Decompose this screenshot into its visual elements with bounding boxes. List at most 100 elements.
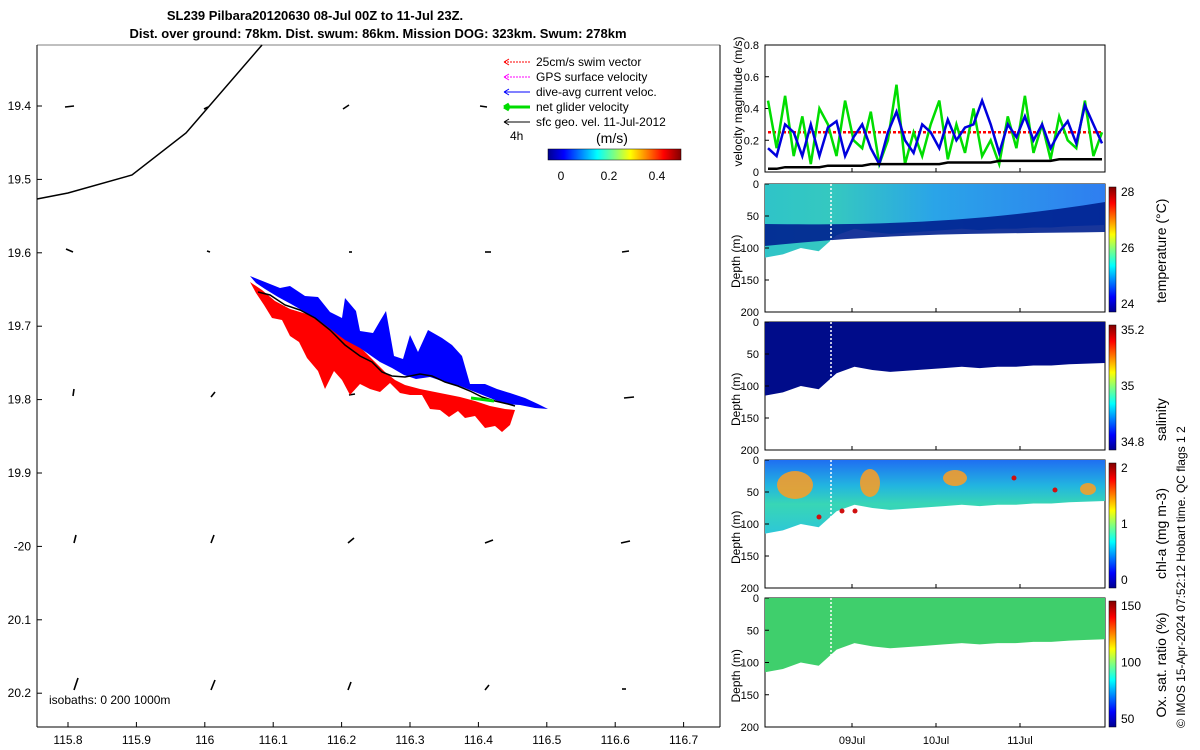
section-y-tick-label: 150 [741,551,759,563]
section-y-tick-label: 50 [747,211,759,223]
section-colorbar-label: salinity [1153,398,1169,441]
map-colorbar-tick: 0 [558,169,565,183]
figure-title-line2: Dist. over ground: 78km. Dist. swum: 86k… [129,26,626,41]
section-colorbar-tick: 35 [1121,379,1135,393]
map-y-tick-label: -20 [14,539,32,553]
chl-point [1011,475,1017,481]
chl-point [816,514,822,520]
legend-label: dive-avg current veloc. [536,85,657,99]
section-colorbar-tick: 24 [1121,297,1135,311]
legend-label: GPS surface velocity [536,70,647,84]
velocity-series-line [768,158,1102,171]
section-colorbar-tick: 150 [1121,599,1141,613]
day-tick-label: 11Jul [1007,735,1032,747]
legend-label: net glider velocity [536,100,629,114]
section-field [765,460,1105,534]
glider-track-line [257,291,516,407]
legend-label: sfc geo. vel. 11-Jul-2012 [536,115,666,129]
map-x-tick-label: 116 [195,733,214,747]
map-x-tick-label: 116.6 [601,733,630,747]
map-colorbar [547,148,682,161]
velocity-y-tick-label: 0.8 [744,40,759,52]
legend-arrowhead [503,118,510,126]
velocity-series-line [766,84,1104,170]
section-y-tick-label: 100 [741,519,759,531]
map-y-tick-label: 20.2 [8,686,32,700]
dive-avg-current-field [250,276,548,409]
copyright-text: © IMOS 15-Apr-2024 07:52:12 Hobart time.… [1174,426,1188,728]
section-y-tick-label: 0 [753,593,759,605]
section-colorbar [1108,186,1117,313]
section-thermocline [765,202,1105,246]
map-x-tick-label: 116.1 [259,733,288,747]
velocity-axes-box [764,44,1106,173]
velocity-y-tick-label: 0.6 [744,72,759,84]
section-y-tick-label: 0 [753,317,759,329]
map-y-tick-label: 19.6 [8,246,32,260]
legend-arrowhead [503,88,510,96]
map-y-tick-label: 19.4 [8,99,32,113]
section-chart-1: 0 50 100 150 200 Depth (m) 28 26 24 temperature (… [729,179,1169,319]
chl-point [852,508,858,514]
section-y-tick-label: 50 [747,487,759,499]
net-glider-velocity-mark [470,396,495,403]
section-colorbar-tick: 26 [1121,241,1135,255]
legend-arrowhead [503,73,510,81]
velocity-y-label: velocity magnitude (m/s) [731,36,745,166]
section-y-tick-label: 150 [741,413,759,425]
figure-title-line1: SL239 Pilbara20120630 08-Jul 00Z to 11-J… [167,8,463,23]
legend-arrowhead [503,58,510,66]
glider-track [250,276,548,432]
legend-arrowhead [503,102,510,112]
section-colorbar-tick: 35.2 [1121,323,1145,337]
section-y-label: Depth (m) [729,649,743,702]
section-colorbar-tick: 0 [1121,573,1128,587]
chl-maximum-patch [860,469,880,497]
day-tick-label: 09Jul [839,735,865,747]
section-colorbar [1108,462,1117,589]
section-chart-2: 0 50 100 150 200 Depth (m) 35.2 35 34.8 salinity [729,317,1169,457]
coastline [36,44,263,200]
section-colorbar-label: Ox. sat. ratio (%) [1153,612,1169,717]
map-x-ticks: 115.8 115.9 116 116.1 116.2 116.3 116.4 116.5 11… [53,722,698,747]
chl-maximum-patch [777,471,813,499]
section-y-tick-label: 200 [741,583,759,595]
map-x-tick-label: 116.5 [532,733,561,747]
section-colorbar-tick: 28 [1121,185,1135,199]
section-colorbar-tick: 34.8 [1121,435,1145,449]
map-colorbar-tick: 0.4 [649,169,666,183]
velocity-y-tick-label: 0 [753,167,759,179]
section-y-tick-label: 200 [741,722,759,734]
isobaths-label: isobaths: 0 200 1000m [49,693,170,707]
section-y-tick-label: 200 [741,445,759,457]
section-y-tick-label: 100 [741,243,759,255]
section-colorbar [1108,324,1117,451]
map-y-tick-label: 19.7 [8,319,32,333]
map-y-tick-label: 19.5 [8,172,32,186]
map-y-tick-label: 20.1 [8,613,32,627]
map-colorbar-ticks: 0 0.2 0.4 [558,169,666,183]
section-y-label: Depth (m) [729,511,743,564]
map-x-tick-label: 116.3 [395,733,424,747]
section-y-tick-label: 150 [741,690,759,702]
section-y-tick-label: 0 [753,179,759,191]
chl-point [839,508,845,514]
section-y-tick-label: 50 [747,625,759,637]
surface-velocity-arrows [64,104,635,691]
section-field [765,184,1105,258]
section-chart-3: 0 50 100 150 200 Depth (m) 2 1 0 chl-a (mg m-3) [729,455,1169,595]
chl-maximum-patch [1080,483,1096,495]
map-x-tick-label: 116.7 [669,733,698,747]
map-y-tick-label: 19.9 [8,466,32,480]
section-y-tick-label: 100 [741,381,759,393]
section-y-label: Depth (m) [729,235,743,288]
section-colorbar-tick: 1 [1121,517,1128,531]
legend-label: 25cm/s swim vector [536,55,641,69]
section-field [765,598,1105,673]
map-x-tick-label: 115.8 [53,733,82,747]
section-colorbar-tick: 2 [1121,461,1128,475]
